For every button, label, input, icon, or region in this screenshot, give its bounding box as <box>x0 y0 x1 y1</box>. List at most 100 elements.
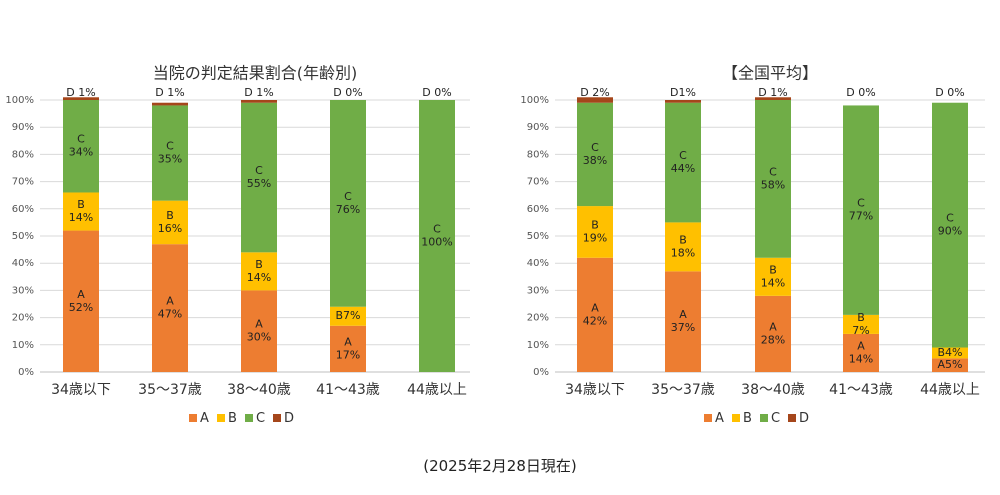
y-tick-label: 70% <box>12 177 34 188</box>
data-label-c-line-2: 35% <box>158 153 182 166</box>
bar-c <box>932 102 968 348</box>
y-tick-label: 100% <box>5 95 34 106</box>
y-tick-label: 0% <box>18 367 34 378</box>
data-label-c-line-1: C <box>591 141 599 154</box>
data-label-b-line-2: 7% <box>852 324 869 337</box>
y-tick-label: 80% <box>527 149 549 160</box>
bar-c <box>665 102 701 223</box>
data-label-b-line-2: 14% <box>69 211 93 224</box>
bar-b <box>843 314 879 334</box>
legend-label-d: D <box>799 411 809 426</box>
bar-c <box>63 100 99 193</box>
data-label-d: D 1% <box>244 86 273 99</box>
x-tick-label: 38～40歳 <box>741 382 805 398</box>
data-label-c-line-1: C <box>255 164 263 177</box>
bar-b <box>577 206 613 258</box>
legend-swatch-c <box>245 414 253 422</box>
bar-c <box>152 105 188 201</box>
y-tick-label: 40% <box>527 258 549 269</box>
legend-label-c: C <box>256 411 265 426</box>
x-tick-label: 35～37歳 <box>138 382 202 398</box>
data-label-c-line-1: C <box>77 133 85 146</box>
date-footnote: (2025年2月28日現在) <box>423 457 577 475</box>
data-label-c-line-2: 34% <box>69 146 93 159</box>
y-tick-label: 80% <box>12 149 34 160</box>
bar-d <box>665 100 701 103</box>
data-label-a: A5% <box>938 358 963 371</box>
bar-a <box>241 290 277 372</box>
data-label-d: D 1% <box>66 86 95 99</box>
bar-b <box>241 252 277 291</box>
bar-c <box>419 100 455 372</box>
legend-swatch-a <box>189 414 197 422</box>
data-label-a-line-2: 42% <box>583 314 607 327</box>
data-label-b-line-1: B <box>77 198 85 211</box>
bar-c <box>577 102 613 207</box>
bar-d <box>577 97 613 103</box>
data-label-d: D 0% <box>422 86 451 99</box>
bar-d <box>152 102 188 106</box>
data-label-d: D 0% <box>935 86 964 99</box>
bar-b <box>152 200 188 245</box>
bar-d <box>241 100 277 103</box>
data-label-a-line-2: 47% <box>158 308 182 321</box>
chart-title: 【全国平均】 <box>722 64 818 83</box>
data-label-a-line-1: A <box>679 308 687 321</box>
data-label-b-line-2: 14% <box>761 276 785 289</box>
y-tick-label: 20% <box>527 313 549 324</box>
bar-a <box>665 271 701 372</box>
data-label-c-line-1: C <box>344 190 352 203</box>
data-label-a-line-1: A <box>255 318 263 331</box>
data-label-b-line-1: B <box>857 311 865 324</box>
data-label-a-line-2: 28% <box>761 333 785 346</box>
data-label-d: D1% <box>670 86 696 99</box>
bar-b <box>665 222 701 272</box>
data-label-a-line-2: 37% <box>671 321 695 334</box>
legend-label-a: A <box>200 411 209 426</box>
x-tick-label: 38～40歳 <box>227 382 291 398</box>
data-label-a-line-2: 52% <box>69 301 93 314</box>
legend-swatch-d <box>788 414 796 422</box>
y-tick-label: 50% <box>12 231 34 242</box>
data-label-a-line-1: A <box>769 320 777 333</box>
bar-c <box>755 100 791 258</box>
y-tick-label: 70% <box>527 177 549 188</box>
data-label-c-line-2: 44% <box>671 162 695 175</box>
y-tick-label: 50% <box>527 231 549 242</box>
data-label-b-line-1: B <box>166 209 174 222</box>
x-tick-label: 44歳以上 <box>407 382 467 398</box>
bar-c <box>843 105 879 315</box>
data-label-b-line-1: B <box>679 233 687 246</box>
x-tick-label: 41～43歳 <box>829 382 893 398</box>
data-label-a-line-1: A <box>857 339 865 352</box>
data-label-c-line-2: 76% <box>336 203 360 216</box>
y-tick-label: 30% <box>12 285 34 296</box>
data-label-a-line-1: A <box>77 288 85 301</box>
y-tick-label: 20% <box>12 313 34 324</box>
bar-a <box>152 244 188 372</box>
legend-label-c: C <box>771 411 780 426</box>
y-tick-label: 100% <box>520 95 549 106</box>
bar-b <box>755 257 791 296</box>
data-label-a-line-1: A <box>344 335 352 348</box>
bar-b <box>63 192 99 231</box>
bar-c <box>330 100 366 307</box>
legend-label-b: B <box>743 411 752 426</box>
data-label-c-line-2: 90% <box>938 225 962 238</box>
bar-d <box>755 97 791 100</box>
data-label-c-line-1: C <box>166 140 174 153</box>
data-label-b-line-2: 18% <box>671 246 695 259</box>
chart-1: 当院の判定結果割合(年齢別) 0% 10% 20% 30% 40% 50% 60% 70% 80%… <box>5 64 470 426</box>
data-label-c-line-1: C <box>679 149 687 162</box>
data-label-b-line-1: B <box>255 258 263 271</box>
chart-title: 当院の判定結果割合(年齢別) <box>153 64 358 83</box>
y-tick-label: 90% <box>527 122 549 133</box>
legend-label-b: B <box>228 411 237 426</box>
data-label-c-line-2: 38% <box>583 154 607 167</box>
chart-2: 【全国平均】 0% 10% 20% 30% 40% 50% 60% 70% 80% 90% 100% A… <box>520 64 985 426</box>
data-label-a-line-1: A <box>591 301 599 314</box>
data-label-b-line-2: 19% <box>583 231 607 244</box>
data-label-c-line-1: C <box>946 212 954 225</box>
legend-swatch-a <box>704 414 712 422</box>
